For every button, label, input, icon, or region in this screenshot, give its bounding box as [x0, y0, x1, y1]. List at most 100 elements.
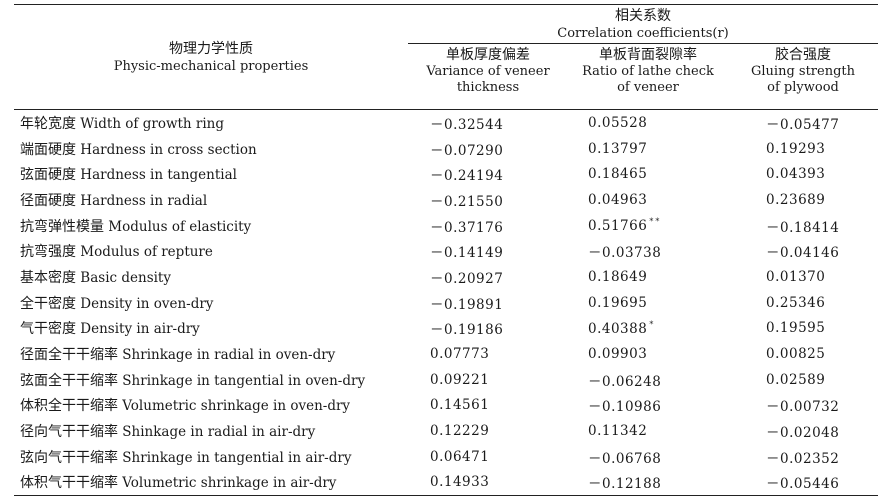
coefficient-value: 0.12229: [430, 423, 490, 440]
property-name-zh: 基本密度: [20, 269, 76, 286]
coefficient-value: 0.00825: [766, 346, 826, 363]
coefficient-value: 0.05528: [588, 114, 648, 131]
coefficient-value: 0.51766: [588, 218, 648, 235]
coefficient-wrap: 0.00825: [766, 346, 866, 362]
column-header-zh: 单板厚度偏差: [446, 47, 530, 63]
coefficient-wrap: 0.19595: [766, 320, 866, 336]
coefficient-wrap: －0.14149: [430, 241, 530, 261]
coefficient-cell: 0.51766 **: [568, 213, 728, 239]
property-name-en: Modulus of repture: [80, 244, 213, 261]
property-name-zh: 体积气干干缩率: [20, 475, 118, 492]
coefficient-wrap: 0.14561: [430, 397, 530, 413]
coefficient-cell: －0.20927: [408, 264, 568, 290]
property-name-en: Density in oven-dry: [80, 295, 214, 312]
significance-mark: **: [649, 217, 662, 227]
property-cell: 弦面全干干缩率 Shrinkage in tangential in oven-…: [14, 367, 408, 393]
coefficient-cell: 0.40388 *: [568, 316, 728, 342]
property-cell: 径面全干干缩率 Shrinkage in radial in oven-dry: [14, 341, 408, 367]
coefficient-value: －0.21550: [430, 193, 504, 210]
coefficient-value: －0.05446: [766, 476, 840, 493]
group-header-en: Correlation coefficients(r): [557, 25, 729, 41]
group-header-zh: 相关系数: [615, 7, 671, 24]
coefficient-cell: －0.00732: [728, 393, 878, 419]
property-name-zh: 体积全干干缩率: [20, 398, 118, 415]
coefficient-cell: －0.37176: [408, 213, 568, 239]
coefficient-value: 0.19695: [588, 294, 648, 311]
table-row: 弦面硬度 Hardness in tangential －0.24194 0.184…: [14, 161, 878, 187]
property-name-zh: 弦面全干干缩率: [20, 372, 118, 389]
coefficient-wrap: 0.04393: [766, 166, 866, 182]
property-cell: 抗弯强度 Modulus of repture: [14, 238, 408, 264]
coefficient-wrap: －0.21550: [430, 190, 530, 210]
coefficient-cell: 0.05528: [568, 110, 728, 136]
table-row: 体积全干干缩率 Volumetric shrinkage in oven-dry…: [14, 393, 878, 419]
coefficient-cell: －0.12188: [568, 470, 728, 496]
coefficient-cell: －0.19891: [408, 290, 568, 316]
coefficient-cell: －0.06248: [568, 367, 728, 393]
coefficient-wrap: －0.20927: [430, 267, 530, 287]
coefficient-wrap: 0.25346: [766, 295, 866, 311]
table-row: 抗弯强度 Modulus of repture －0.14149 －0.03738 －…: [14, 238, 878, 264]
coefficient-value: 0.02589: [766, 371, 826, 388]
property-cell: 端面硬度 Hardness in cross section: [14, 136, 408, 162]
coefficient-value: －0.19186: [430, 322, 504, 339]
property-cell: 全干密度 Density in oven-dry: [14, 290, 408, 316]
property-cell: 年轮宽度 Width of growth ring: [14, 110, 408, 136]
column-header-en: Variance of veneer: [426, 64, 550, 79]
coefficient-value: －0.02352: [766, 450, 840, 467]
coefficient-value: 0.09221: [430, 371, 490, 388]
property-name-en: Hardness in cross section: [80, 141, 257, 158]
property-name-zh: 全干密度: [20, 295, 76, 312]
property-name-zh: 弦面硬度: [20, 167, 76, 184]
coefficient-value: 0.04393: [766, 166, 826, 183]
coefficient-wrap: －0.32544: [430, 113, 530, 133]
coefficient-cell: －0.05477: [728, 110, 878, 136]
table-body: 年轮宽度 Width of growth ring －0.32544 0.05528…: [14, 110, 879, 496]
coefficient-value: 0.11342: [588, 423, 648, 440]
table-row: 弦面全干干缩率 Shrinkage in tangential in oven-…: [14, 367, 878, 393]
column-header-en: of veneer: [617, 80, 679, 95]
property-name-en: Hardness in radial: [80, 192, 208, 209]
coefficient-value: 0.40388: [588, 320, 648, 337]
coefficient-wrap: 0.19695: [588, 295, 688, 311]
property-name-en: Volumetric shrinkage in oven-dry: [122, 398, 351, 415]
correlation-group-header: 相关系数 Correlation coefficients(r): [408, 5, 878, 44]
coefficient-cell: 0.01370: [728, 264, 878, 290]
column-header-veneer-thickness: 单板厚度偏差 Variance of veneer thickness: [408, 43, 568, 110]
coefficient-value: 0.07773: [430, 346, 490, 363]
coefficient-value: －0.06768: [588, 450, 662, 467]
coefficient-wrap: －0.05446: [766, 472, 866, 492]
coefficient-wrap: 0.01370: [766, 269, 866, 285]
coefficient-value: 0.18465: [588, 166, 648, 183]
coefficient-value: 0.06471: [430, 448, 490, 465]
table-row: 径向气干干缩率 Shinkage in radial in air-dry 0.1…: [14, 418, 878, 444]
coefficient-cell: 0.19293: [728, 136, 878, 162]
table-row: 体积气干干缩率 Volumetric shrinkage in air-dry 0…: [14, 470, 879, 496]
coefficient-cell: 0.04963: [568, 187, 728, 213]
coefficient-wrap: －0.06768: [588, 447, 688, 467]
coefficient-wrap: 0.51766 **: [588, 217, 688, 234]
coefficient-value: 0.25346: [766, 294, 826, 311]
coefficient-cell: －0.04146: [728, 238, 878, 264]
property-name-zh: 年轮宽度: [20, 115, 76, 132]
property-cell: 径面硬度 Hardness in radial: [14, 187, 408, 213]
coefficient-value: －0.18414: [766, 219, 840, 236]
property-name-zh: 抗弯弹性模量: [20, 218, 104, 235]
property-name-en: Shrinkage in tangential in oven-dry: [122, 372, 366, 389]
property-header-zh: 物理力学性质: [169, 40, 253, 57]
property-name-en: Shrinkage in tangential in air-dry: [122, 449, 352, 466]
property-cell: 弦面硬度 Hardness in tangential: [14, 161, 408, 187]
coefficient-value: 0.13797: [588, 140, 648, 157]
coefficient-value: －0.10986: [588, 399, 662, 416]
coefficient-cell: 0.09221: [408, 367, 568, 393]
table-row: 年轮宽度 Width of growth ring －0.32544 0.05528…: [14, 110, 878, 136]
table-row: 径面全干干缩率 Shrinkage in radial in oven-dry 0…: [14, 341, 878, 367]
property-name-zh: 端面硬度: [20, 141, 76, 158]
coefficient-value: －0.02048: [766, 425, 840, 442]
property-cell: 体积全干干缩率 Volumetric shrinkage in oven-dry: [14, 393, 408, 419]
coefficient-cell: 0.25346: [728, 290, 878, 316]
coefficient-wrap: －0.07290: [430, 139, 530, 159]
coefficient-value: －0.05477: [766, 116, 840, 133]
coefficient-wrap: 0.11342: [588, 423, 688, 439]
